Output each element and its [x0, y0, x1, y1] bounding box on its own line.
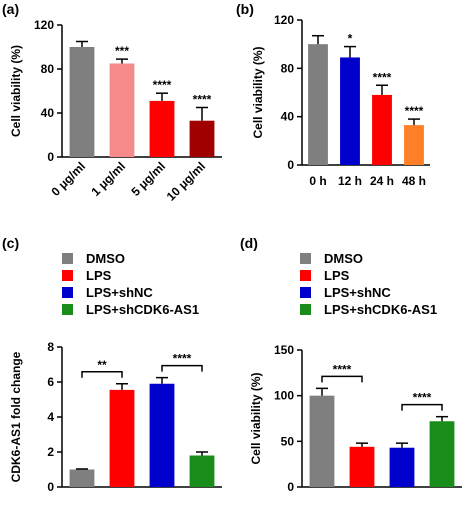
- comparison-label: ****: [173, 352, 192, 366]
- legend-swatch: [62, 287, 73, 298]
- y-tick-label: 4: [47, 410, 54, 424]
- bracket: [321, 375, 363, 383]
- y-tick-label: 80: [41, 62, 55, 76]
- comparison-label: ****: [333, 362, 352, 376]
- x-tick-label: 12 h: [338, 174, 362, 188]
- y-tick-label: 150: [274, 343, 294, 357]
- legend-swatch: [62, 304, 73, 315]
- bracket: [401, 403, 443, 411]
- x-tick-label: 24 h: [370, 174, 394, 188]
- y-tick-label: 120: [274, 13, 294, 27]
- legend-swatch: [62, 270, 73, 281]
- y-tick-label: 2: [47, 445, 54, 459]
- legend-label: LPS+shCDK6-AS1: [324, 302, 437, 317]
- significance: ****: [405, 104, 424, 118]
- bar: [429, 421, 455, 487]
- y-tick-label: 0: [47, 150, 54, 164]
- bar: [308, 44, 328, 165]
- significance: ****: [153, 78, 172, 92]
- legend-swatch: [300, 270, 311, 281]
- bracket: [81, 371, 123, 378]
- x-tick-label: 5 μg/ml: [129, 159, 169, 199]
- bar: [109, 389, 135, 487]
- panel-label: (c): [2, 235, 19, 251]
- y-tick-label: 120: [34, 18, 54, 32]
- bar: [189, 455, 215, 487]
- legend-label: LPS: [324, 268, 350, 283]
- y-axis-label: Cell viability (%): [9, 45, 23, 137]
- y-tick-label: 0: [287, 158, 294, 172]
- significance: ****: [373, 70, 392, 84]
- significance: *: [348, 32, 353, 46]
- legend-swatch: [300, 287, 311, 298]
- legend-label: DMSO: [324, 251, 363, 266]
- y-axis-label: Cell viability (%): [249, 372, 263, 464]
- bar: [149, 100, 175, 157]
- y-tick-label: 6: [47, 375, 54, 389]
- bar: [404, 125, 424, 165]
- legend-swatch: [62, 253, 73, 264]
- comparison-label: ****: [413, 391, 432, 405]
- bar: [189, 120, 215, 157]
- y-tick-label: 8: [47, 340, 54, 354]
- y-tick-label: 40: [281, 110, 295, 124]
- bracket: [161, 364, 203, 372]
- x-tick-label: 0 h: [309, 174, 326, 188]
- comparison-label: **: [97, 358, 107, 372]
- y-tick-label: 80: [281, 61, 295, 75]
- x-tick-label: 1 μg/ml: [89, 159, 129, 199]
- significance: ***: [115, 44, 129, 58]
- x-tick-label: 0 μg/ml: [49, 159, 89, 199]
- bar: [69, 469, 95, 487]
- y-tick-label: 0: [287, 480, 294, 494]
- legend-label: DMSO: [86, 251, 125, 266]
- significance: ****: [193, 93, 212, 107]
- panel-label: (a): [2, 1, 19, 17]
- legend-swatch: [300, 253, 311, 264]
- y-tick-label: 40: [41, 106, 55, 120]
- y-tick-label: 0: [47, 480, 54, 494]
- x-tick-label: 10 μg/ml: [164, 159, 208, 203]
- panel-label: (b): [236, 1, 254, 17]
- bar: [309, 395, 335, 487]
- bar: [389, 447, 415, 487]
- bar: [149, 383, 175, 487]
- bar: [69, 47, 95, 157]
- bar: [349, 446, 375, 487]
- y-tick-label: 100: [274, 389, 294, 403]
- legend-label: LPS+shCDK6-AS1: [86, 302, 199, 317]
- legend-label: LPS+shNC: [86, 285, 153, 300]
- panel-label: (d): [240, 235, 258, 251]
- y-tick-label: 50: [281, 434, 295, 448]
- bar: [340, 57, 360, 166]
- x-tick-label: 48 h: [402, 174, 426, 188]
- y-axis-label: CDK6-AS1 fold change: [9, 351, 23, 482]
- legend-swatch: [300, 304, 311, 315]
- legend-label: LPS+shNC: [324, 285, 391, 300]
- legend-label: LPS: [86, 268, 112, 283]
- y-axis-label: Cell viability (%): [251, 46, 265, 138]
- bar: [109, 63, 135, 157]
- bar: [372, 94, 392, 165]
